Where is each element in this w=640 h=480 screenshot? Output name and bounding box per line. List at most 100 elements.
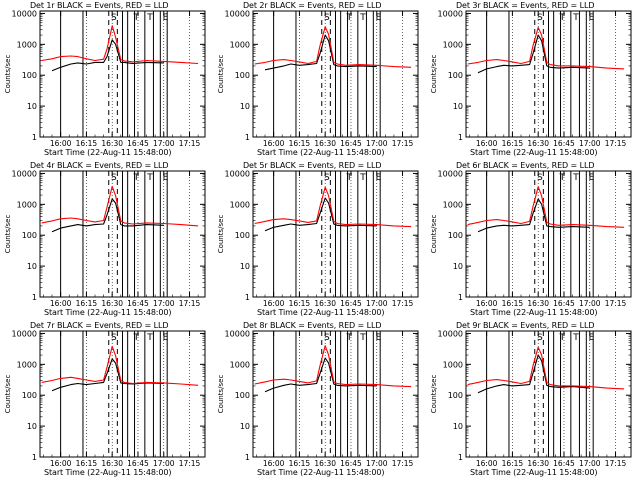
events-series-line bbox=[264, 357, 377, 393]
x-tick-label: 16:45 bbox=[553, 459, 575, 468]
state-marker-label: T bbox=[359, 333, 366, 343]
y-axis-label: Counts/sec bbox=[4, 375, 12, 414]
lld-series-line bbox=[254, 186, 412, 228]
y-tick-label: 1000 bbox=[443, 360, 463, 369]
lld-series-line bbox=[254, 26, 412, 68]
x-tick-label: 16:15 bbox=[502, 459, 524, 468]
x-tick-label: 16:30 bbox=[314, 139, 336, 148]
lld-series-line bbox=[467, 26, 625, 70]
chart-svg: 1 10 100 1000 10000 Counts/sec 16:00 16:15 16:30… bbox=[4, 9, 206, 148]
chart-title: Det 5r BLACK = Events, RED = LLD bbox=[243, 161, 382, 170]
y-tick-label: 100 bbox=[448, 71, 463, 80]
state-marker-label: S bbox=[324, 13, 330, 23]
x-tick-label: 17:00 bbox=[153, 299, 175, 308]
x-tick-label: 16:00 bbox=[476, 459, 498, 468]
x-tick-label: 17:00 bbox=[153, 139, 175, 148]
x-tick-label: 16:45 bbox=[340, 299, 362, 308]
chart-title: Det 7r BLACK = Events, RED = LLD bbox=[30, 321, 169, 330]
y-axis-label: Counts/sec bbox=[430, 55, 438, 94]
x-axis-label: Start Time (22-Aug-11 15:48:00) bbox=[257, 308, 385, 317]
y-tick-label: 10000 bbox=[225, 169, 250, 178]
x-axis-label: Start Time (22-Aug-11 15:48:00) bbox=[44, 468, 172, 477]
state-marker-label: T bbox=[559, 333, 566, 343]
events-series-line bbox=[51, 358, 164, 392]
x-tick-label: 17:15 bbox=[392, 299, 414, 308]
state-marker-label: E bbox=[589, 333, 595, 343]
x-axis-label: Start Time (22-Aug-11 15:48:00) bbox=[470, 468, 598, 477]
x-tick-label: 16:45 bbox=[127, 299, 149, 308]
x-tick-label: 16:30 bbox=[314, 299, 336, 308]
detector-panel: 1 10 100 1000 10000 Counts/sec 16:00 16:15 16:30… bbox=[0, 0, 213, 160]
x-tick-label: 16:30 bbox=[527, 299, 549, 308]
x-tick-label: 16:45 bbox=[127, 139, 149, 148]
x-tick-label: 16:00 bbox=[263, 139, 285, 148]
state-marker-label: S bbox=[537, 13, 543, 23]
y-axis-label: Counts/sec bbox=[430, 375, 438, 414]
x-tick-label: 17:00 bbox=[366, 299, 388, 308]
state-marker-label: E bbox=[589, 173, 595, 183]
state-marker-label: S bbox=[111, 13, 117, 23]
y-tick-label: 1 bbox=[32, 293, 37, 302]
y-tick-label: 10 bbox=[27, 102, 37, 111]
chart-svg: 1 10 100 1000 10000 Counts/sec 16:00 16:15 16:30… bbox=[4, 329, 206, 468]
x-axis-label: Start Time (22-Aug-11 15:48:00) bbox=[257, 148, 385, 157]
x-tick-label: 16:15 bbox=[76, 299, 98, 308]
state-marker-label: T bbox=[572, 333, 579, 343]
y-tick-label: 10000 bbox=[225, 329, 250, 338]
events-series-line bbox=[477, 354, 590, 394]
state-marker-label: T bbox=[146, 173, 153, 183]
state-marker-label: E bbox=[163, 333, 169, 343]
y-tick-label: 10 bbox=[240, 102, 250, 111]
detector-panel: 1 10 100 1000 10000 Counts/sec 16:00 16:15 16:30… bbox=[426, 0, 639, 160]
y-tick-label: 100 bbox=[235, 231, 250, 240]
x-tick-label: 17:15 bbox=[392, 459, 414, 468]
detector-panel: 1 10 100 1000 10000 Counts/sec 16:00 16:15 16:30… bbox=[213, 320, 426, 480]
events-series-line bbox=[477, 34, 590, 74]
lld-series-line bbox=[41, 345, 199, 386]
chart-title: Det 8r BLACK = Events, RED = LLD bbox=[243, 321, 382, 330]
y-tick-label: 100 bbox=[22, 391, 37, 400]
x-axis-label: Start Time (22-Aug-11 15:48:00) bbox=[44, 308, 172, 317]
y-axis-label: Counts/sec bbox=[217, 55, 225, 94]
chart-title: Det 2r BLACK = Events, RED = LLD bbox=[243, 1, 382, 10]
y-tick-label: 100 bbox=[235, 71, 250, 80]
y-tick-label: 100 bbox=[448, 391, 463, 400]
x-tick-label: 17:00 bbox=[366, 459, 388, 468]
state-marker-label: S bbox=[324, 173, 330, 183]
chart-title: Det 1r BLACK = Events, RED = LLD bbox=[30, 1, 169, 10]
y-tick-label: 10000 bbox=[225, 9, 250, 18]
y-tick-label: 1000 bbox=[230, 200, 250, 209]
state-marker-label: S bbox=[537, 173, 543, 183]
chart-svg: 1 10 100 1000 10000 Counts/sec 16:00 16:15 16:30… bbox=[217, 9, 419, 148]
state-marker-label: T bbox=[346, 173, 353, 183]
y-axis-label: Counts/sec bbox=[217, 375, 225, 414]
y-tick-label: 10000 bbox=[12, 329, 37, 338]
y-tick-label: 10 bbox=[240, 262, 250, 271]
x-tick-label: 17:15 bbox=[605, 299, 627, 308]
x-tick-label: 16:15 bbox=[502, 299, 524, 308]
x-tick-label: 17:15 bbox=[605, 139, 627, 148]
x-tick-label: 16:00 bbox=[50, 139, 72, 148]
state-marker-label: S bbox=[111, 333, 117, 343]
y-axis-label: Counts/sec bbox=[4, 215, 12, 254]
x-tick-label: 17:15 bbox=[179, 139, 201, 148]
y-tick-label: 1000 bbox=[17, 200, 37, 209]
events-series-line bbox=[264, 197, 377, 232]
y-tick-label: 1 bbox=[458, 293, 463, 302]
state-marker-label: E bbox=[589, 13, 595, 23]
x-tick-label: 16:00 bbox=[50, 459, 72, 468]
chart-title: Det 3r BLACK = Events, RED = LLD bbox=[456, 1, 595, 10]
y-tick-label: 10 bbox=[27, 262, 37, 271]
x-tick-label: 16:45 bbox=[340, 139, 362, 148]
detector-panel: 1 10 100 1000 10000 Counts/sec 16:00 16:15 16:30… bbox=[426, 320, 639, 480]
state-marker-label: T bbox=[346, 333, 353, 343]
state-marker-label: E bbox=[376, 13, 382, 23]
chart-title: Det 9r BLACK = Events, RED = LLD bbox=[456, 321, 595, 330]
events-series-line bbox=[51, 198, 164, 233]
x-tick-label: 16:00 bbox=[476, 139, 498, 148]
detector-panel: 1 10 100 1000 10000 Counts/sec 16:00 16:15 16:30… bbox=[0, 160, 213, 320]
x-tick-label: 16:15 bbox=[502, 139, 524, 148]
y-tick-label: 1 bbox=[458, 133, 463, 142]
x-tick-label: 17:15 bbox=[179, 299, 201, 308]
